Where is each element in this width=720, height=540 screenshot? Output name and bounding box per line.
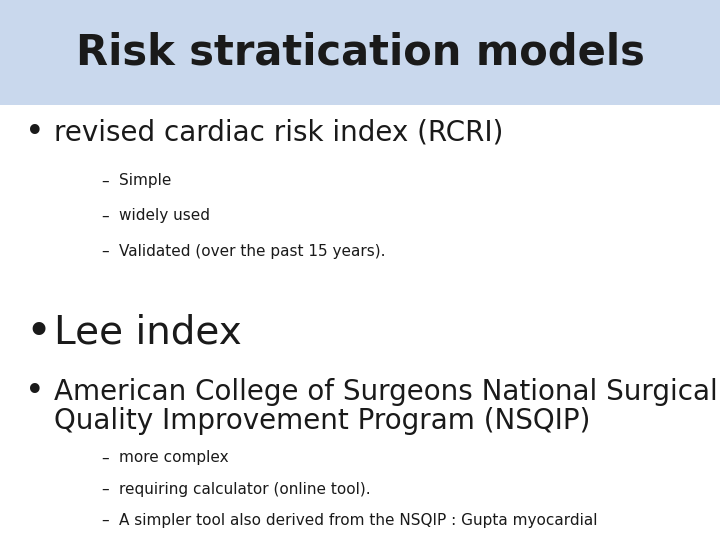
Text: –: –	[101, 450, 109, 465]
Text: American College of Surgeons National Surgical: American College of Surgeons National Su…	[54, 377, 718, 406]
Text: •: •	[25, 116, 45, 149]
Text: Validated (over the past 15 years).: Validated (over the past 15 years).	[119, 244, 385, 259]
Text: Risk stratication models: Risk stratication models	[76, 32, 644, 73]
Bar	[0, 0, 720, 105]
Text: •: •	[25, 375, 45, 408]
Text: Lee index: Lee index	[54, 313, 242, 351]
Text: –: –	[101, 482, 109, 497]
Text: more complex: more complex	[119, 450, 228, 465]
Text: A simpler tool also derived from the NSQIP : Gupta myocardial: A simpler tool also derived from the NSQ…	[119, 513, 598, 528]
Text: revised cardiac risk index (RCRI): revised cardiac risk index (RCRI)	[54, 118, 503, 146]
Text: –: –	[101, 244, 109, 259]
Text: Simple: Simple	[119, 173, 171, 188]
Text: widely used: widely used	[119, 208, 210, 224]
Text: –: –	[101, 173, 109, 188]
Text: •: •	[25, 310, 51, 354]
Text: requiring calculator (online tool).: requiring calculator (online tool).	[119, 482, 370, 497]
Text: –: –	[101, 513, 109, 528]
Text: –: –	[101, 208, 109, 224]
Text: Quality Improvement Program (NSQIP): Quality Improvement Program (NSQIP)	[54, 407, 590, 435]
